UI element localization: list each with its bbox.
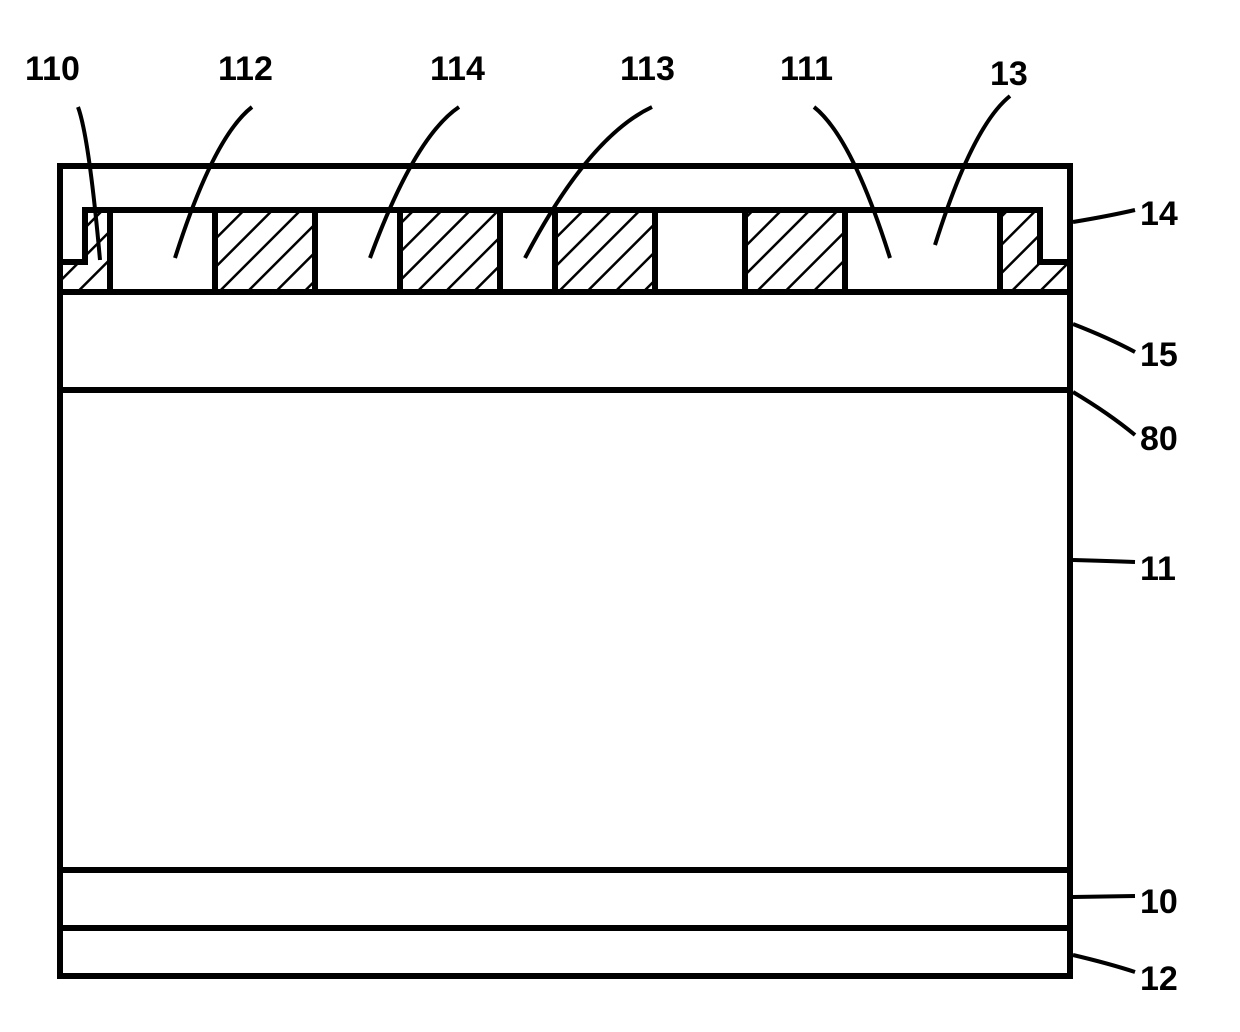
label-right-12: 12 bbox=[1140, 960, 1178, 999]
label-right-14: 14 bbox=[1140, 195, 1178, 234]
label-right-15: 15 bbox=[1140, 336, 1178, 375]
label-top-113: 113 bbox=[620, 50, 675, 89]
diagram-svg bbox=[0, 0, 1240, 1032]
label-top-110: 110 bbox=[25, 50, 80, 89]
label-right-80: 80 bbox=[1140, 420, 1178, 459]
label-right-11: 11 bbox=[1140, 550, 1176, 589]
technical-diagram: 110 112 114 113 111 13 14 15 80 11 10 12 bbox=[0, 0, 1240, 1032]
label-top-112: 112 bbox=[218, 50, 273, 89]
label-top-114: 114 bbox=[430, 50, 485, 89]
label-right-10: 10 bbox=[1140, 883, 1178, 922]
label-top-111: 111 bbox=[780, 50, 833, 89]
label-top-13: 13 bbox=[990, 55, 1028, 94]
